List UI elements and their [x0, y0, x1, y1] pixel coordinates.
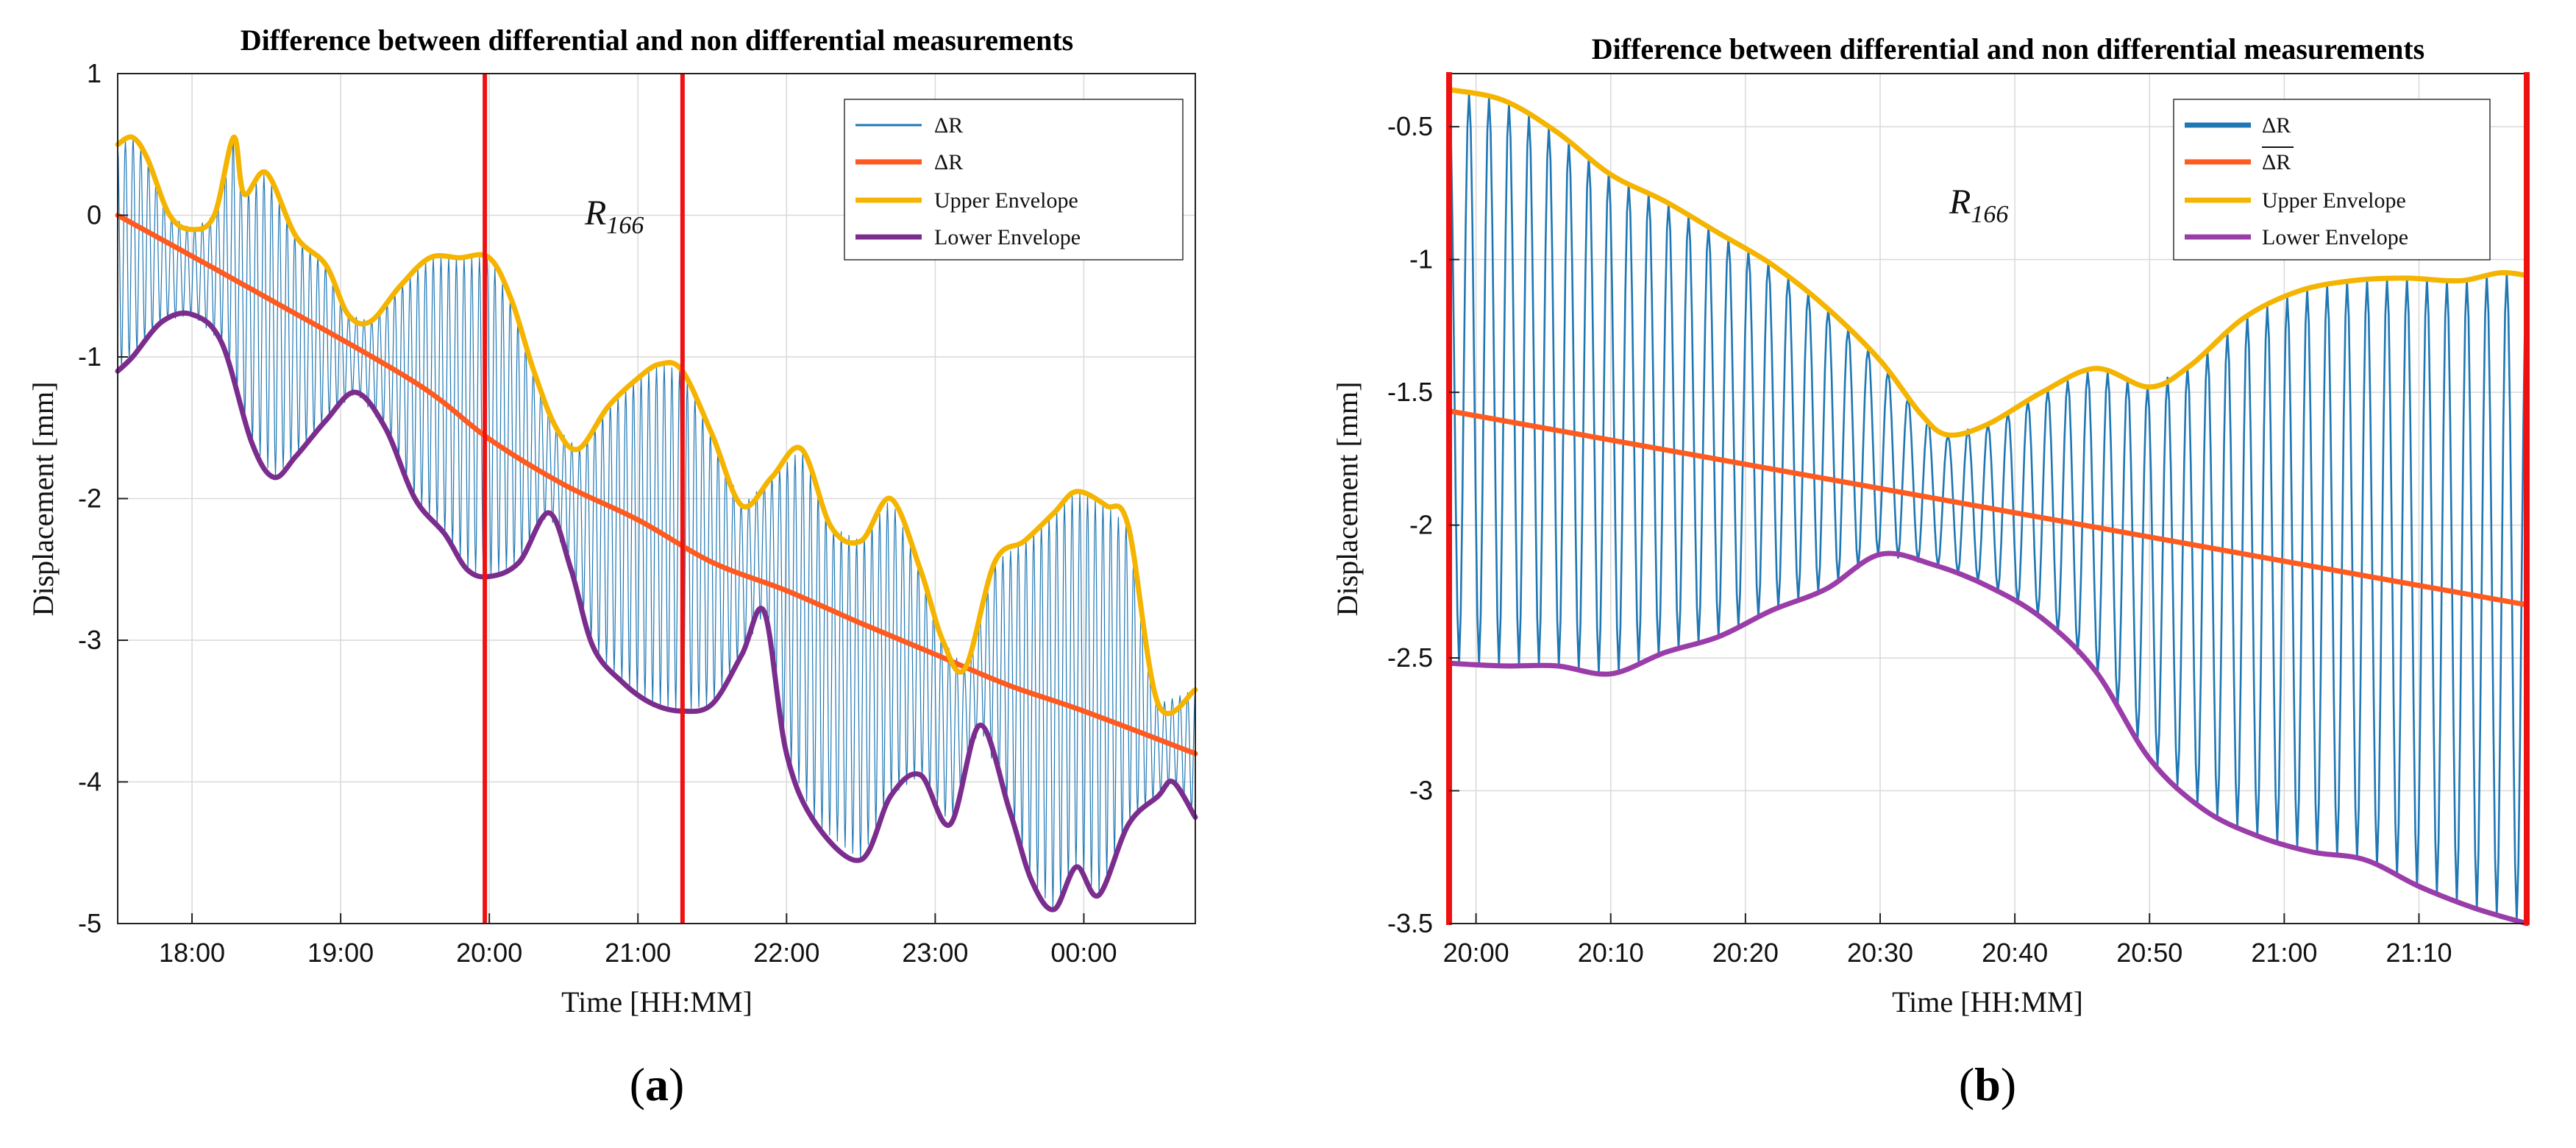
chart-a-x-tick-label: 23:00: [902, 938, 968, 968]
chart-a-panel-letter: a: [645, 1058, 669, 1110]
chart-a-annotation-sub: 166: [606, 212, 644, 239]
chart-b-y-tick-label: -1.5: [1387, 377, 1433, 407]
chart-a-legend-delta-r: ΔR: [934, 113, 963, 138]
chart-a-y-ticks: -5 -4 -3 -2 -1 0 1: [78, 58, 128, 938]
chart-a-y-axis-label: Displacement [mm]: [26, 382, 60, 617]
chart-b-x-tick-label: 21:00: [2251, 938, 2317, 968]
chart-b-x-tick-label: 20:20: [1712, 938, 1779, 968]
chart-a-x-axis-label: Time [HH:MM]: [561, 985, 752, 1018]
chart-a-legend-upper: Upper Envelope: [934, 188, 1078, 213]
chart-b-markers: [1446, 72, 2530, 925]
chart-b-y-tick-label: -2.5: [1387, 642, 1433, 673]
chart-b-y-tick-label: -2: [1409, 510, 1433, 540]
chart-a-x-tick-label: 21:00: [605, 938, 671, 968]
chart-a-panel-open: (: [630, 1058, 645, 1110]
chart-a-y-tick-label: -3: [78, 625, 102, 655]
chart-a-legend: ΔR ΔR Upper Envelope Lower Envelope: [844, 99, 1184, 261]
chart-a-x-tick-label: 20:00: [456, 938, 522, 968]
chart-a-x-ticks: 18:00 19:00 20:00 21:00 22:00 23:00 00:00: [159, 913, 1117, 968]
chart-b-annotation-main: R: [1949, 183, 1971, 222]
chart-a-series-delta-r-mean: [115, 213, 1198, 757]
chart-b-annotation: R166: [1949, 183, 2008, 228]
chart-b-x-ticks: 20:00 20:10 20:20 20:30 20:40 20:50 21:00 21:10: [1443, 913, 2452, 968]
chart-a-markers: [483, 74, 685, 924]
chart-b-title: Difference between differential and non …: [1592, 32, 2424, 65]
chart-a-y-tick-label: -4: [78, 767, 102, 797]
chart-a: Difference between differential and non …: [26, 24, 1198, 1110]
chart-b-legend-mean: ΔR: [2262, 150, 2291, 174]
chart-b-x-tick-label: 20:40: [1982, 938, 2048, 968]
chart-b-panel-letter: b: [1974, 1058, 2001, 1110]
chart-a-legend-mean: ΔR: [934, 150, 963, 174]
chart-b-x-tick-label: 21:10: [2385, 938, 2452, 968]
chart-b-y-tick-label: -0.5: [1387, 111, 1433, 141]
chart-b-panel-close: ): [2001, 1058, 2016, 1110]
chart-b-legend-upper: Upper Envelope: [2262, 188, 2406, 213]
chart-a-x-tick-label: 19:00: [307, 938, 374, 968]
chart-b-legend-delta-r: ΔR: [2262, 113, 2291, 138]
chart-b-annotation-sub: 166: [1971, 201, 2008, 228]
chart-b-y-axis-label: Displacement [mm]: [1331, 382, 1364, 617]
chart-b-panel-label: (b): [1959, 1058, 2016, 1110]
chart-b-series-lower: [1446, 550, 2530, 926]
chart-b-x-tick-label: 20:50: [2116, 938, 2182, 968]
chart-b-y-ticks: -3.5 -3 -2.5 -2 -1.5 -1 -0.5: [1387, 111, 1459, 938]
chart-b-legend: ΔR ΔR Upper Envelope Lower Envelope: [2173, 99, 2491, 261]
chart-a-y-tick-label: -1: [78, 341, 102, 372]
chart-b-lines: [1446, 87, 2530, 926]
chart-a-series-upper: [115, 134, 1198, 717]
chart-a-x-tick-label: 22:00: [753, 938, 819, 968]
chart-a-annotation-main: R: [584, 194, 606, 233]
chart-b-series-delta-r-mean: [1446, 408, 2530, 608]
chart-a-annotation: R166: [584, 194, 644, 239]
chart-b-x-tick-label: 20:30: [1847, 938, 1913, 968]
chart-a-title: Difference between differential and non …: [241, 24, 1073, 57]
chart-b: Difference between differential and non …: [1331, 32, 2530, 1110]
chart-b-x-axis-label: Time [HH:MM]: [1892, 985, 2083, 1018]
chart-a-panel-label: (a): [630, 1058, 685, 1110]
chart-b-series-upper: [1446, 87, 2530, 438]
chart-b-panel-open: (: [1959, 1058, 1974, 1110]
chart-b-x-tick-label: 20:00: [1443, 938, 1509, 968]
chart-b-y-tick-label: -3: [1409, 776, 1433, 806]
chart-a-legend-lower: Lower Envelope: [934, 225, 1081, 249]
chart-a-y-tick-label: 1: [87, 58, 102, 88]
chart-a-y-tick-label: -2: [78, 483, 102, 514]
chart-a-x-tick-label: 00:00: [1050, 938, 1117, 968]
chart-a-x-tick-label: 18:00: [159, 938, 225, 968]
chart-a-panel-close: ): [669, 1058, 684, 1110]
chart-b-y-tick-label: -1: [1409, 244, 1433, 274]
chart-a-y-tick-label: -5: [78, 908, 102, 938]
chart-b-legend-lower: Lower Envelope: [2262, 225, 2408, 249]
chart-b-x-tick-label: 20:10: [1578, 938, 1644, 968]
chart-b-y-tick-label: -3.5: [1387, 908, 1433, 938]
chart-a-y-tick-label: 0: [87, 200, 102, 230]
